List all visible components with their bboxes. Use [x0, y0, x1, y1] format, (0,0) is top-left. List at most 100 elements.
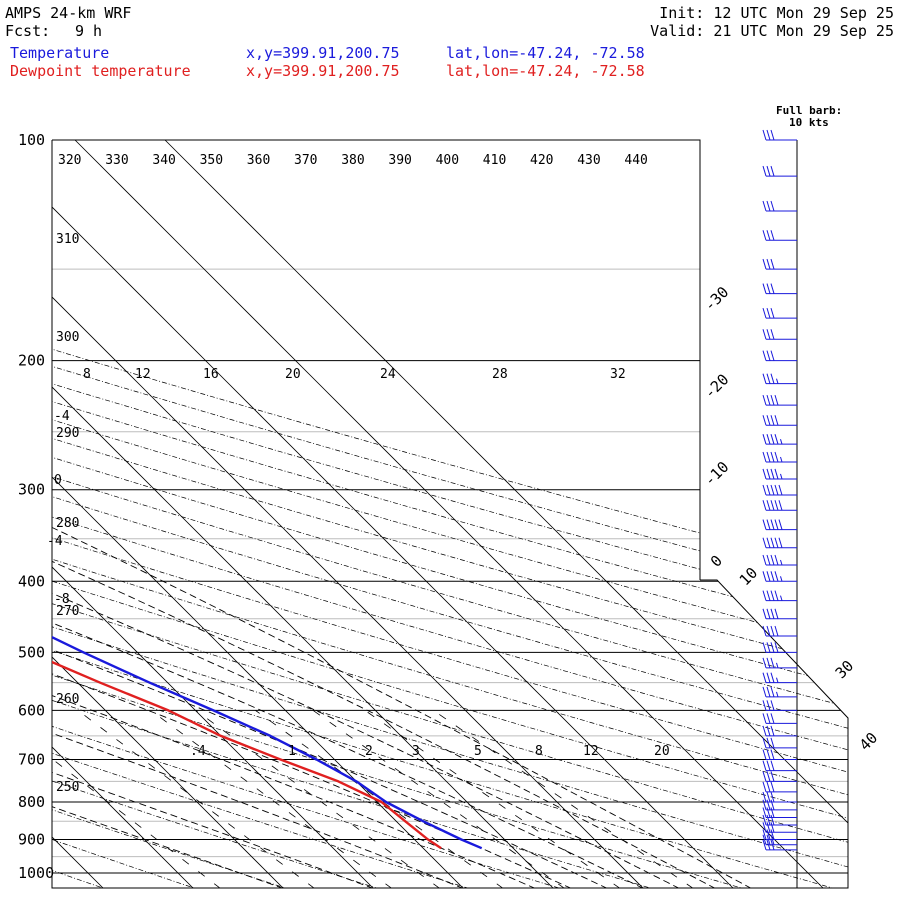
mixing-ratio-line: [433, 710, 694, 888]
wind-barb: [762, 283, 797, 295]
dry-adiabat-line: [52, 140, 848, 888]
moist-adiabat-line: [52, 360, 644, 888]
isotherm-line: [52, 140, 374, 888]
isotherm-tick-label: 10: [736, 564, 762, 590]
dry-adiabat-line: [52, 140, 561, 888]
mixing-ratio-line: [255, 710, 504, 888]
dry-adiabat-line: [52, 140, 848, 888]
dewpoint-profile-line: [52, 140, 442, 850]
side-label: -8: [54, 592, 70, 607]
isotherm-tick-label: 30: [832, 657, 858, 683]
legend-temperature-xy: x,y=399.91,200.75: [246, 44, 400, 62]
pressure-tick-label: 600: [18, 701, 45, 719]
barb-legend-line1: Full barb:: [776, 104, 842, 117]
isotherm-line: [0, 140, 14, 889]
dry-adiabat-line: [52, 140, 470, 888]
wind-barb: [762, 657, 797, 669]
pressure-tick-label: 700: [18, 750, 45, 768]
wind-barb: [762, 625, 797, 637]
pressure-tick-label: 400: [18, 572, 45, 590]
mixing-ratio-label: 12: [583, 744, 599, 759]
wind-barb: [762, 839, 797, 851]
wind-barb: [762, 200, 797, 212]
theta-e-label: 20: [285, 367, 301, 382]
theta-label: 440: [624, 153, 647, 168]
mixing-ratio-label: 20: [654, 744, 670, 759]
theta-label: 410: [483, 153, 506, 168]
theta-e-label: 24: [380, 367, 396, 382]
wind-barb: [762, 129, 797, 141]
isotherm-tick-label: -10: [701, 458, 733, 490]
isotherm-line: [52, 140, 284, 888]
mixing-ratio-label: 3: [412, 744, 420, 759]
wind-barb: [762, 415, 797, 426]
isotherm-tick-label: -30: [701, 283, 733, 315]
wind-barb: [762, 725, 797, 737]
wind-barb: [762, 700, 797, 711]
dry-adiabat-line: [52, 140, 835, 888]
mixing-ratio-label: 5: [474, 744, 482, 759]
wind-barb: [762, 822, 797, 833]
isotherm-line: [164, 140, 848, 888]
wind-barb: [762, 230, 797, 241]
mixing-ratio-label: .4: [190, 744, 206, 759]
legend-temperature-latlon: lat,lon=-47.24, -72.58: [446, 44, 645, 62]
theta-label: 330: [105, 153, 128, 168]
dry-adiabat-line: [52, 140, 287, 888]
theta-label: 310: [56, 232, 79, 247]
dry-adiabat-line: [52, 140, 848, 888]
theta-label: 380: [341, 153, 364, 168]
pressure-tick-label: 800: [18, 793, 45, 811]
theta-label: 390: [388, 153, 411, 168]
pressure-tick-label: 1000: [18, 864, 54, 882]
theta-label: 320: [58, 153, 81, 168]
plot-frame-top: [52, 139, 701, 580]
moist-adiabat-line: [52, 360, 284, 888]
wind-barb: [762, 686, 797, 698]
wind-barb: [762, 814, 797, 826]
dry-adiabat-line: [52, 140, 848, 888]
wind-barb: [762, 258, 797, 270]
theta-label: 400: [436, 153, 459, 168]
plot-frame-outline: [51, 140, 849, 889]
dry-adiabat-line: [52, 140, 848, 888]
wind-barb: [762, 519, 797, 531]
wind-barb: [762, 737, 797, 749]
pressure-tick-label: 200: [18, 352, 45, 370]
wind-barb: [762, 799, 797, 811]
theta-label: 430: [577, 153, 600, 168]
dry-adiabat-line: [52, 140, 848, 888]
wind-barb: [762, 451, 797, 463]
legend-temperature-name: Temperature: [10, 44, 110, 62]
theta-label: 250: [56, 780, 79, 795]
wind-barb: [762, 829, 797, 840]
wind-barb: [762, 571, 797, 582]
theta-e-label: 32: [610, 367, 626, 382]
dry-adiabat-line: [52, 140, 848, 888]
theta-e-label: 16: [203, 367, 219, 382]
theta-label: 290: [56, 426, 79, 441]
wind-barb: [762, 308, 797, 319]
isotherm-line: [74, 140, 824, 888]
legend-dewpoint-xy: x,y=399.91,200.75: [246, 62, 400, 80]
pressure-tick-label: 500: [18, 643, 45, 661]
mixing-ratio-line: [77, 710, 315, 888]
mixing-ratio-label: 2: [365, 744, 373, 759]
isotherm-line: [52, 140, 734, 888]
isotherm-tick-label: -20: [701, 370, 733, 402]
theta-e-label: 12: [135, 367, 151, 382]
wind-barb: [762, 760, 797, 772]
theta-label: 300: [56, 330, 79, 345]
dry-adiabat-line: [52, 140, 744, 888]
forecast-value: 9 h: [75, 22, 103, 40]
temperature-profile-line: [52, 140, 483, 850]
theta-label: 360: [247, 153, 270, 168]
pressure-tick-label: 300: [18, 481, 45, 499]
theta-label: 340: [152, 153, 175, 168]
isotherm-line: [52, 140, 464, 888]
theta-label: 370: [294, 153, 317, 168]
wind-barb: [762, 749, 797, 760]
wind-barb: [762, 807, 797, 818]
wind-barb: [762, 350, 797, 362]
